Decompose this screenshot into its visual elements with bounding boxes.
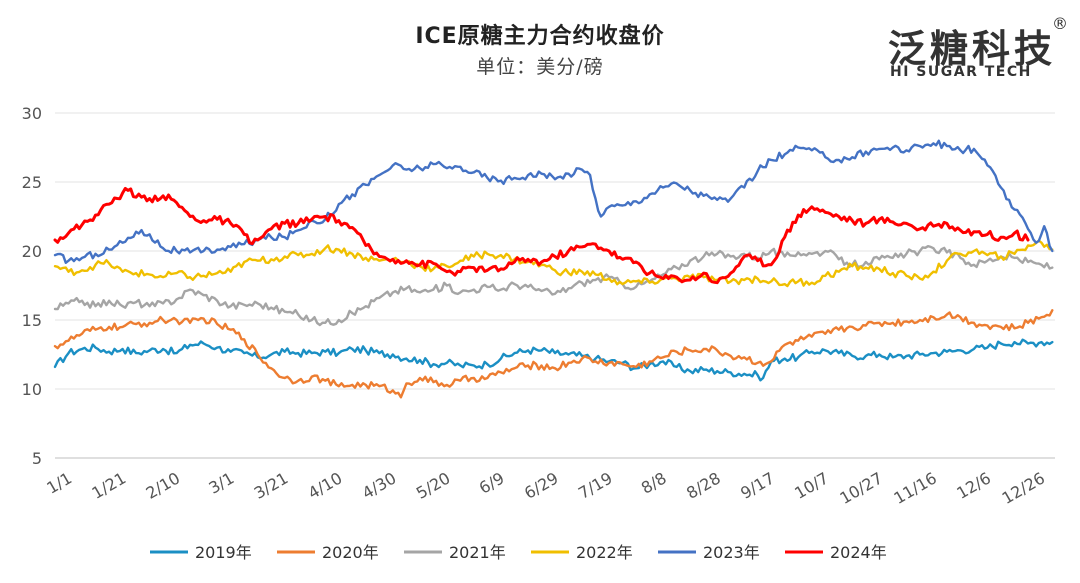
x-tick-label: 5/20 (413, 468, 454, 502)
chart-title: ICE原糖主力合约收盘价 (415, 24, 665, 49)
x-tick-label: 4/30 (359, 468, 400, 502)
series-line-2020年 (53, 309, 1054, 399)
x-tick-label: 12/26 (999, 468, 1048, 508)
x-tick-label: 3/1 (205, 468, 237, 497)
y-tick-label: 10 (22, 380, 42, 399)
logo-chinese-text: 泛糖科技 (888, 27, 1057, 71)
legend-label: 2023年 (703, 543, 760, 562)
x-tick-label: 4/10 (305, 468, 346, 502)
x-tick-label: 10/27 (837, 468, 886, 508)
x-tick-label: 9/17 (737, 468, 778, 502)
registered-mark: ® (1052, 14, 1068, 33)
series-lines (53, 139, 1054, 399)
logo-english-text: HI SUGAR TECH (890, 64, 1032, 80)
x-tick-label: 12/6 (953, 468, 994, 502)
x-tick-label: 7/19 (575, 468, 616, 502)
y-tick-label: 25 (22, 173, 42, 192)
y-tick-label: 30 (22, 104, 42, 123)
legend-label: 2024年 (830, 543, 887, 562)
legend: 2019年 2020年 2021年 2022年 2023年 2024年 (150, 543, 887, 562)
x-tick-label: 6/29 (521, 468, 562, 502)
x-tick-label: 2/10 (143, 468, 184, 502)
x-tick-label: 8/28 (683, 468, 724, 502)
y-tick-label: 5 (32, 449, 42, 468)
y-tick-label: 20 (22, 242, 42, 261)
legend-label: 2022年 (576, 543, 633, 562)
x-tick-label: 6/9 (476, 468, 508, 497)
x-tick-label: 1/1 (43, 468, 75, 497)
chart-subtitle: 单位：美分/磅 (476, 56, 604, 78)
grid (55, 112, 1055, 459)
x-tick-label: 11/16 (891, 468, 940, 508)
x-tick-label: 10/7 (791, 468, 832, 502)
y-tick-label: 15 (22, 311, 42, 330)
x-tick-label: 3/21 (251, 468, 292, 502)
y-axis: 5 10 15 20 25 30 (22, 104, 42, 468)
x-axis: 1/1 1/21 2/10 3/1 3/21 4/10 4/30 5/20 6/9 6/29 7/1… (43, 468, 1048, 508)
series-line-2022年 (53, 239, 1054, 288)
series-line-2021年 (53, 245, 1054, 327)
series-line-2019年 (53, 338, 1054, 382)
legend-label: 2020年 (322, 543, 379, 562)
legend-label: 2019年 (195, 543, 252, 562)
brand-logo: 泛糖科技 ® HI SUGAR TECH (880, 14, 1070, 84)
series-line-2023年 (53, 139, 1054, 264)
x-tick-label: 1/21 (89, 468, 130, 502)
x-tick-label: 8/8 (638, 468, 670, 497)
series-line-2024年 (53, 186, 1030, 285)
legend-label: 2021年 (449, 543, 506, 562)
